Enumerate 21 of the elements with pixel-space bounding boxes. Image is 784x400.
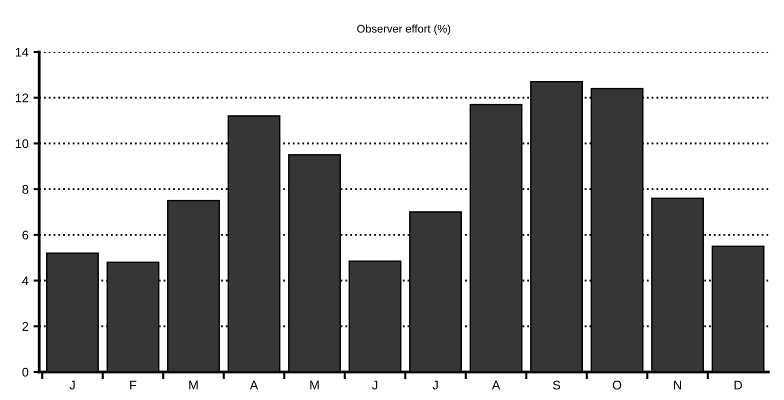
x-tick-label: J <box>70 380 75 390</box>
x-tick-label: M <box>189 380 198 390</box>
x-tick-label: S <box>552 380 560 390</box>
y-tick-label: 10 <box>16 139 28 148</box>
y-tick-label: 8 <box>22 184 28 194</box>
x-tick-label: O <box>612 380 622 390</box>
x-tick-label: M <box>310 380 319 390</box>
y-tick-label: 12 <box>16 94 28 102</box>
chart-title: Observer effort (%) <box>357 24 450 35</box>
y-tick-label: 2 <box>22 322 28 331</box>
y-tick-label: 14 <box>16 48 28 57</box>
x-tick-label: A <box>492 380 500 390</box>
x-tick-label: J <box>432 380 438 390</box>
y-tick-label: 0 <box>22 368 28 377</box>
x-tick-label: F <box>130 380 136 390</box>
x-tick-label: N <box>674 380 682 390</box>
x-tick-label: J <box>372 380 378 390</box>
y-tick-label: 6 <box>22 230 28 240</box>
x-tick-label: A <box>250 380 258 390</box>
x-tick-label: D <box>734 380 742 390</box>
y-tick-label: 4 <box>22 276 28 286</box>
